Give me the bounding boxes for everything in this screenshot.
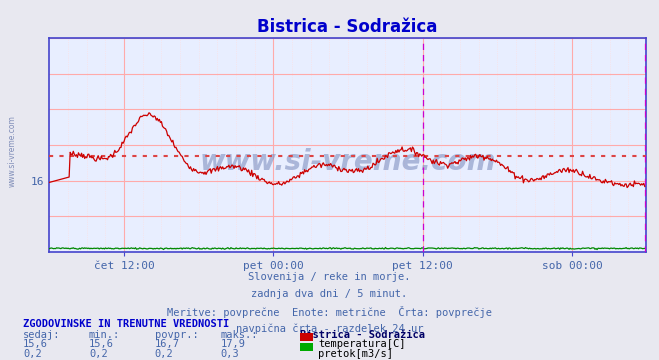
Text: 15,6: 15,6 bbox=[89, 339, 114, 350]
Text: maks.:: maks.: bbox=[221, 330, 258, 340]
Text: zadnja dva dni / 5 minut.: zadnja dva dni / 5 minut. bbox=[251, 289, 408, 299]
Text: 0,3: 0,3 bbox=[221, 349, 239, 359]
Text: navpična črta - razdelek 24 ur: navpična črta - razdelek 24 ur bbox=[236, 324, 423, 334]
Text: Meritve: povprečne  Enote: metrične  Črta: povprečje: Meritve: povprečne Enote: metrične Črta:… bbox=[167, 306, 492, 318]
Text: 17,9: 17,9 bbox=[221, 339, 246, 350]
Text: ZGODOVINSKE IN TRENUTNE VREDNOSTI: ZGODOVINSKE IN TRENUTNE VREDNOSTI bbox=[23, 319, 229, 329]
Text: pretok[m3/s]: pretok[m3/s] bbox=[318, 349, 393, 359]
Text: 16,7: 16,7 bbox=[155, 339, 180, 350]
Text: sedaj:: sedaj: bbox=[23, 330, 61, 340]
Text: www.si-vreme.com: www.si-vreme.com bbox=[200, 148, 496, 176]
Text: www.si-vreme.com: www.si-vreme.com bbox=[8, 115, 17, 187]
Text: 0,2: 0,2 bbox=[89, 349, 107, 359]
Text: Bistrica - Sodražica: Bistrica - Sodražica bbox=[300, 330, 425, 340]
Text: Slovenija / reke in morje.: Slovenija / reke in morje. bbox=[248, 272, 411, 282]
Text: 0,2: 0,2 bbox=[155, 349, 173, 359]
Text: 15,6: 15,6 bbox=[23, 339, 48, 350]
Title: Bistrica - Sodražica: Bistrica - Sodražica bbox=[258, 18, 438, 36]
Text: 0,2: 0,2 bbox=[23, 349, 42, 359]
Text: min.:: min.: bbox=[89, 330, 120, 340]
Text: temperatura[C]: temperatura[C] bbox=[318, 339, 406, 350]
Text: povpr.:: povpr.: bbox=[155, 330, 198, 340]
